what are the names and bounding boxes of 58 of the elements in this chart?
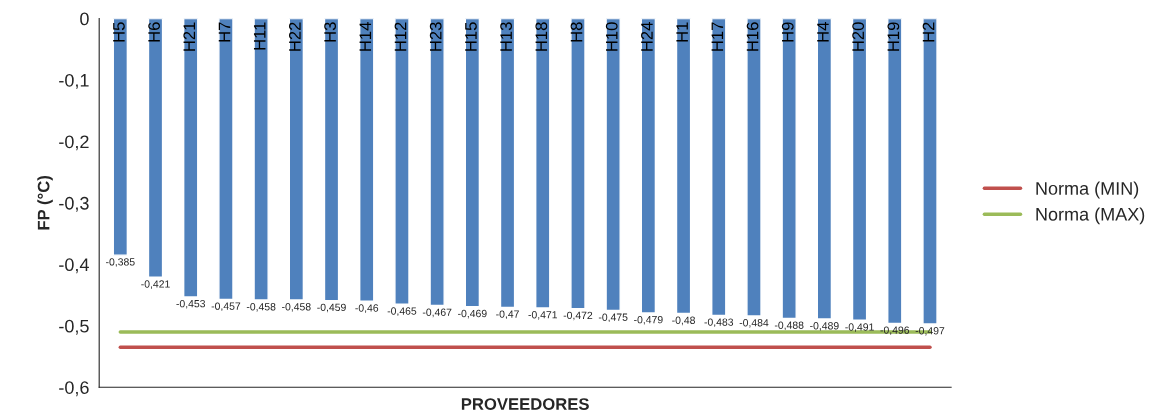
data-label: -0,453	[176, 299, 206, 309]
y-axis-title: FP (°C)	[37, 176, 53, 230]
x-tick-label: H24	[641, 22, 653, 51]
data-label: -0,497	[915, 327, 945, 336]
data-label: -0,471	[528, 311, 558, 320]
data-label: -0,483	[704, 318, 734, 328]
x-tick-label: H11	[253, 22, 266, 50]
x-tick-label: H23	[429, 22, 442, 51]
x-tick-label: H15	[465, 22, 477, 51]
y-tick-label: -0,4	[59, 258, 89, 274]
data-label: -0,488	[774, 321, 804, 331]
data-label: -0,465	[387, 307, 417, 316]
data-label: -0,46	[355, 304, 379, 313]
data-label: -0,475	[598, 313, 628, 323]
data-label: -0,458	[246, 303, 276, 312]
x-tick-label: H19	[887, 22, 900, 51]
data-label: -0,491	[845, 323, 874, 332]
x-tick-label: H17	[711, 22, 724, 51]
x-tick-label: H20	[852, 22, 865, 51]
x-tick-label: H12	[394, 22, 407, 51]
data-label: -0,484	[739, 319, 769, 328]
x-tick-label: H2	[922, 22, 935, 42]
data-label: -0,459	[317, 303, 346, 313]
x-tick-label: H7	[218, 22, 231, 42]
x-tick-label: H8	[570, 22, 583, 42]
x-tick-label: H9	[781, 22, 794, 42]
y-tick-label: -0,3	[59, 196, 89, 212]
data-label: -0,48	[672, 316, 695, 326]
x-tick-label: H13	[500, 22, 513, 51]
data-label: -0,421	[141, 280, 170, 289]
data-label: -0,489	[810, 322, 839, 331]
x-tick-label: H5	[113, 22, 125, 42]
x-tick-label: H22	[289, 22, 301, 51]
data-label: -0,457	[211, 302, 241, 312]
x-tick-label: H3	[324, 22, 337, 42]
y-tick-label: 0	[80, 12, 89, 26]
legend-label: Norma (MIN)	[1036, 181, 1139, 199]
x-axis-title: PROVEEDORES	[461, 398, 589, 410]
x-tick-label: H1	[676, 22, 688, 42]
x-tick-label: H14	[359, 22, 372, 51]
x-tick-label: H10	[605, 22, 618, 51]
y-tick-label: -0,1	[59, 73, 89, 89]
x-tick-label: H18	[535, 22, 548, 51]
x-tick-label: H16	[746, 22, 759, 51]
data-label: -0,472	[563, 311, 593, 321]
legend-label: Norma (MAX)	[1036, 207, 1145, 225]
y-tick-label: -0,2	[59, 135, 89, 151]
x-tick-label: H21	[183, 22, 196, 51]
data-label: -0,469	[458, 309, 487, 319]
data-label: -0,458	[282, 303, 311, 312]
x-tick-label: H6	[148, 22, 160, 42]
y-tick-label: -0,5	[59, 319, 89, 335]
data-label: -0,467	[422, 308, 452, 318]
data-label: -0,479	[634, 315, 663, 325]
data-label: -0,385	[106, 258, 135, 267]
y-tick-label: -0,6	[59, 381, 89, 397]
data-label: -0,47	[496, 310, 519, 320]
x-tick-label: H4	[817, 22, 829, 42]
